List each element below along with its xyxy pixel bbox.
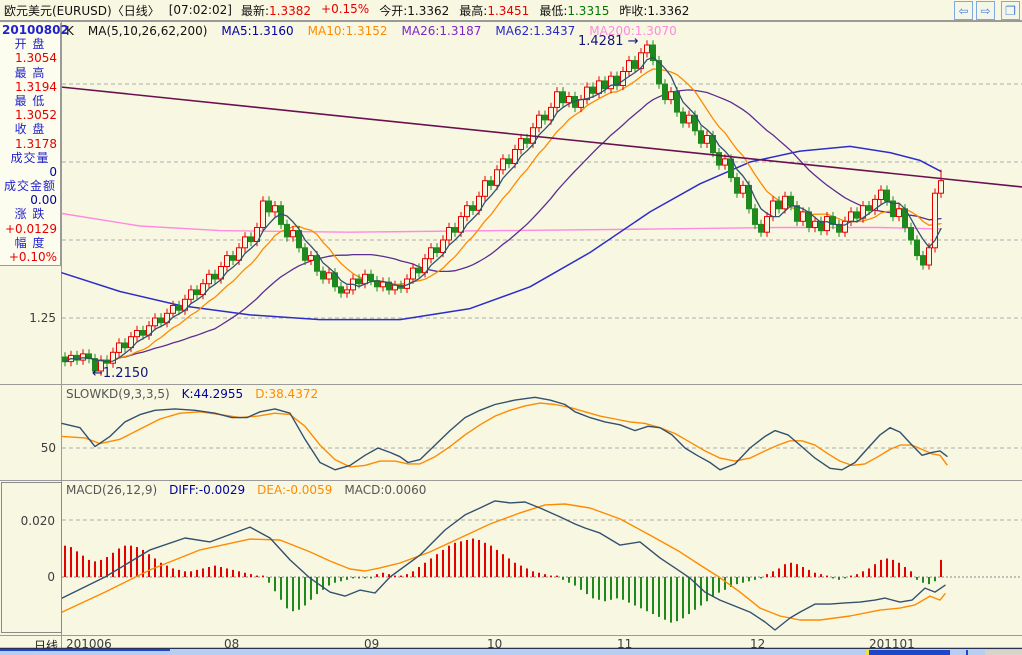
quote-field: +0.15% <box>321 2 369 19</box>
sidebar-field-label: 成交金额 <box>3 179 56 194</box>
macd-name: MACD(26,12,9) <box>66 483 158 497</box>
ma-value: MA62:1.3437 <box>495 24 576 38</box>
macd-macd-value: MACD:0.0060 <box>344 483 427 497</box>
macd-dea-value: DEA:-0.0059 <box>257 483 333 497</box>
quote-time: [07:02:02] <box>168 3 232 17</box>
high-annotation: 1.4281 → <box>578 34 639 49</box>
macd-axis-label-upper: 0.020 <box>20 514 55 528</box>
taskbar-strip[interactable] <box>0 649 1022 655</box>
quote-field-label: 最新: <box>240 3 270 18</box>
sidebar-field-label: 开 盘 <box>14 37 46 52</box>
quote-field: 最新:1.3382 <box>241 2 311 19</box>
date-tick-label: 12 <box>750 637 766 651</box>
quote-field-value: 1.3315 <box>567 3 610 18</box>
cascade-windows-button[interactable]: ❐ <box>1001 1 1020 20</box>
macd-diff-value: DIFF:-0.0029 <box>169 483 246 497</box>
sidebar-field-label: 最 低 <box>14 93 46 108</box>
ma-value: MA26:1.3187 <box>401 24 482 38</box>
sidebar-date: 20100802 <box>2 23 69 37</box>
sidebar-rows: 开 盘 1.3054 最 高 1.3194 最 低 1.3052 收 盘 1.3178 成交量 0… <box>0 37 60 264</box>
date-tick-label: 09 <box>364 637 380 651</box>
kd-name: SLOWKD(9,3,3,5) <box>66 387 170 401</box>
ma-values: MA5:1.3160 MA10:1.3152 MA26:1.3187 MA62:1.3… <box>221 24 676 38</box>
quote-strip: 最新:1.3382 +0.15% 今开:1.3362 最高:1.3451 最低:1.33… <box>241 2 689 19</box>
k-chart-label: K <box>66 24 74 38</box>
back-button[interactable]: ⇦ <box>954 1 973 20</box>
quote-field: 昨收:1.3362 <box>619 2 689 19</box>
taskbar-left-segment <box>0 649 170 651</box>
date-tick-label: 201006 <box>66 637 112 651</box>
forward-button[interactable]: ⇨ <box>976 1 995 20</box>
taskbar-active-block[interactable] <box>869 650 950 655</box>
sidebar-field-value: 1.3178 <box>15 136 57 151</box>
nav-buttons: ⇦ ⇨ ❐ <box>954 1 1020 20</box>
sidebar-field-label: 收 盘 <box>14 122 46 137</box>
quote-field-label: 最低: <box>539 3 568 18</box>
sidebar-field-label: 最 高 <box>14 65 46 80</box>
date-tick-label: 08 <box>224 637 240 651</box>
quote-field-label: 今开: <box>379 3 408 18</box>
ma-value: MA200:1.3070 <box>589 24 677 38</box>
taskbar-tick <box>966 650 968 655</box>
taskbar-yellow-sliver <box>866 650 869 655</box>
quote-field-value: 1.3362 <box>407 3 450 18</box>
date-tick-label: 10 <box>487 637 503 651</box>
sidebar-field-value: 1.3052 <box>15 108 57 123</box>
candlesticks <box>62 40 944 376</box>
ma-value: MA10:1.3152 <box>307 24 388 38</box>
title-bar: 欧元美元(EURUSD)〈日线〉 [07:02:02] 最新:1.3382 +0.… <box>0 0 1022 21</box>
sidebar-field-value: +0.0129 <box>4 221 57 236</box>
quote-field-value: +0.15% <box>321 1 370 16</box>
quote-field: 最低:1.3315 <box>539 2 609 19</box>
low-annotation: ←1.2150 <box>92 366 149 381</box>
date-tick-label: 11 <box>617 637 633 651</box>
quote-field-label: 最高: <box>459 3 488 18</box>
cascade-windows-button-icon: ❐ <box>1005 3 1016 18</box>
instrument-title: 欧元美元(EURUSD)〈日线〉 <box>4 3 160 18</box>
sidebar-field-value: +0.10% <box>8 250 57 264</box>
date-tick-label: 201101 <box>869 637 915 651</box>
macd-label-row: MACD(26,12,9) DIFF:-0.0029 DEA:-0.0059 M… <box>66 483 426 497</box>
ma-value: MA5:1.3160 <box>221 24 294 38</box>
taskbar-tray-corner <box>985 650 1022 655</box>
sidebar-field-label: 涨 跌 <box>14 207 46 222</box>
sidebar-field-value: 1.3194 <box>15 79 57 94</box>
back-button-icon: ⇦ <box>958 3 969 18</box>
kd-axis-label: 50 <box>40 441 56 455</box>
sidebar-field-value: 0 <box>49 164 57 179</box>
date-axis: 201006 08 09 10 11 12 201101 <box>0 637 1022 651</box>
quote-field-value: 1.3451 <box>487 3 530 18</box>
macd-axis-label-zero: 0 <box>47 570 55 584</box>
indicator-row: K MA(5,10,26,62,200) MA5:1.3160 MA10:1.31… <box>66 24 677 38</box>
price-axis-label: 1.25 <box>29 311 56 325</box>
kd-label-row: SLOWKD(9,3,3,5) K:44.2955 D:38.4372 <box>66 387 318 401</box>
quote-field: 今开:1.3362 <box>379 2 449 19</box>
quote-field-label: 昨收: <box>619 3 648 18</box>
ma-params-label: MA(5,10,26,62,200) <box>87 24 208 38</box>
sidebar-field-label: 幅 度 <box>14 235 46 250</box>
quote-field-value: 1.3362 <box>647 3 690 18</box>
macd-axis-box <box>1 482 62 633</box>
forward-button-icon: ⇨ <box>980 3 991 18</box>
sidebar-field-value: 1.3054 <box>15 51 57 66</box>
kd-d-value: D:38.4372 <box>255 387 319 401</box>
quote-field: 最高:1.3451 <box>459 2 529 19</box>
kd-k-value: K:44.2955 <box>181 387 244 401</box>
sidebar-field-value: 0.00 <box>30 193 57 208</box>
sidebar-field-label: 成交量 <box>10 150 50 165</box>
quote-field-value: 1.3382 <box>269 3 312 18</box>
